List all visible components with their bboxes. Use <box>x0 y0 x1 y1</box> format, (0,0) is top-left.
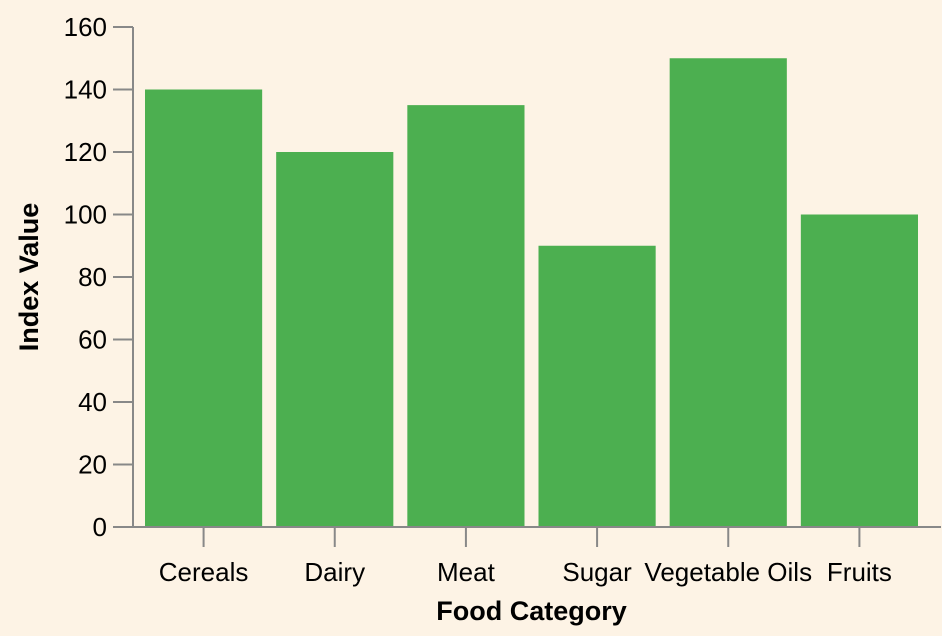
bar <box>800 214 918 527</box>
bar <box>145 89 263 527</box>
y-tick-label: 100 <box>64 200 107 230</box>
bar <box>407 105 525 527</box>
x-tick-label: Cereals <box>159 557 249 587</box>
x-tick-label: Fruits <box>827 557 892 587</box>
y-tick-label: 60 <box>78 325 107 355</box>
y-tick-label: 160 <box>64 12 107 42</box>
y-tick-label: 0 <box>93 512 107 542</box>
x-axis: Cereals Dairy Meat Sugar Vegetable Oils Fruit… <box>133 526 941 587</box>
x-tick-label: Meat <box>437 557 496 587</box>
y-tick-label: 80 <box>78 262 107 292</box>
x-tick-label: Dairy <box>304 557 365 587</box>
y-tick-label: 140 <box>64 75 107 105</box>
bar <box>538 245 656 527</box>
y-tick-label: 120 <box>64 137 107 167</box>
y-tick-label: 40 <box>78 387 107 417</box>
x-tick-label: Vegetable Oils <box>644 557 812 587</box>
y-axis-title: Index Value <box>14 203 44 352</box>
y-tick-label: 20 <box>78 450 107 480</box>
bar <box>276 152 394 527</box>
y-axis: 0 20 40 60 80 100 120 140 160 <box>64 12 134 542</box>
bar <box>669 58 787 527</box>
bars <box>145 58 918 527</box>
x-tick-label: Sugar <box>562 557 632 587</box>
x-axis-title: Food Category <box>436 596 627 626</box>
